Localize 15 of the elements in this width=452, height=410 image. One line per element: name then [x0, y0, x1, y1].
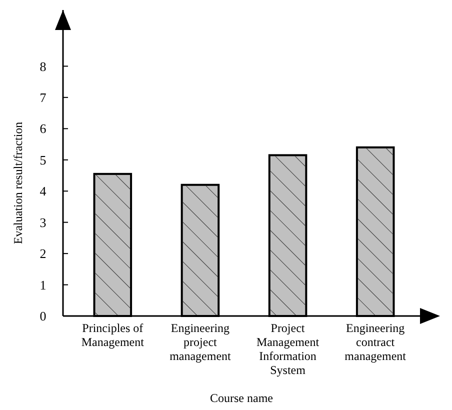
x-tick-label: Principles of Management: [81, 321, 145, 349]
y-tick-label: 8: [40, 58, 46, 74]
x-axis-title: Course name: [210, 391, 273, 405]
y-tick-label: 0: [40, 308, 46, 324]
x-tick-label: Engineering contract management: [344, 321, 407, 363]
y-tick-label: 7: [40, 90, 47, 105]
x-tick-label: Project Management Information System: [256, 321, 320, 377]
x-tick-label: Engineering project management: [170, 321, 232, 363]
y-tick-label: 1: [40, 277, 46, 292]
y-tick-label: 4: [40, 184, 47, 199]
y-tick-label: 3: [40, 214, 46, 230]
y-tick-label: 6: [40, 121, 47, 136]
y-axis-title: Evaluation result/fraction: [11, 122, 25, 244]
y-tick-label: 2: [40, 246, 46, 262]
y-tick-label: 5: [40, 152, 46, 168]
